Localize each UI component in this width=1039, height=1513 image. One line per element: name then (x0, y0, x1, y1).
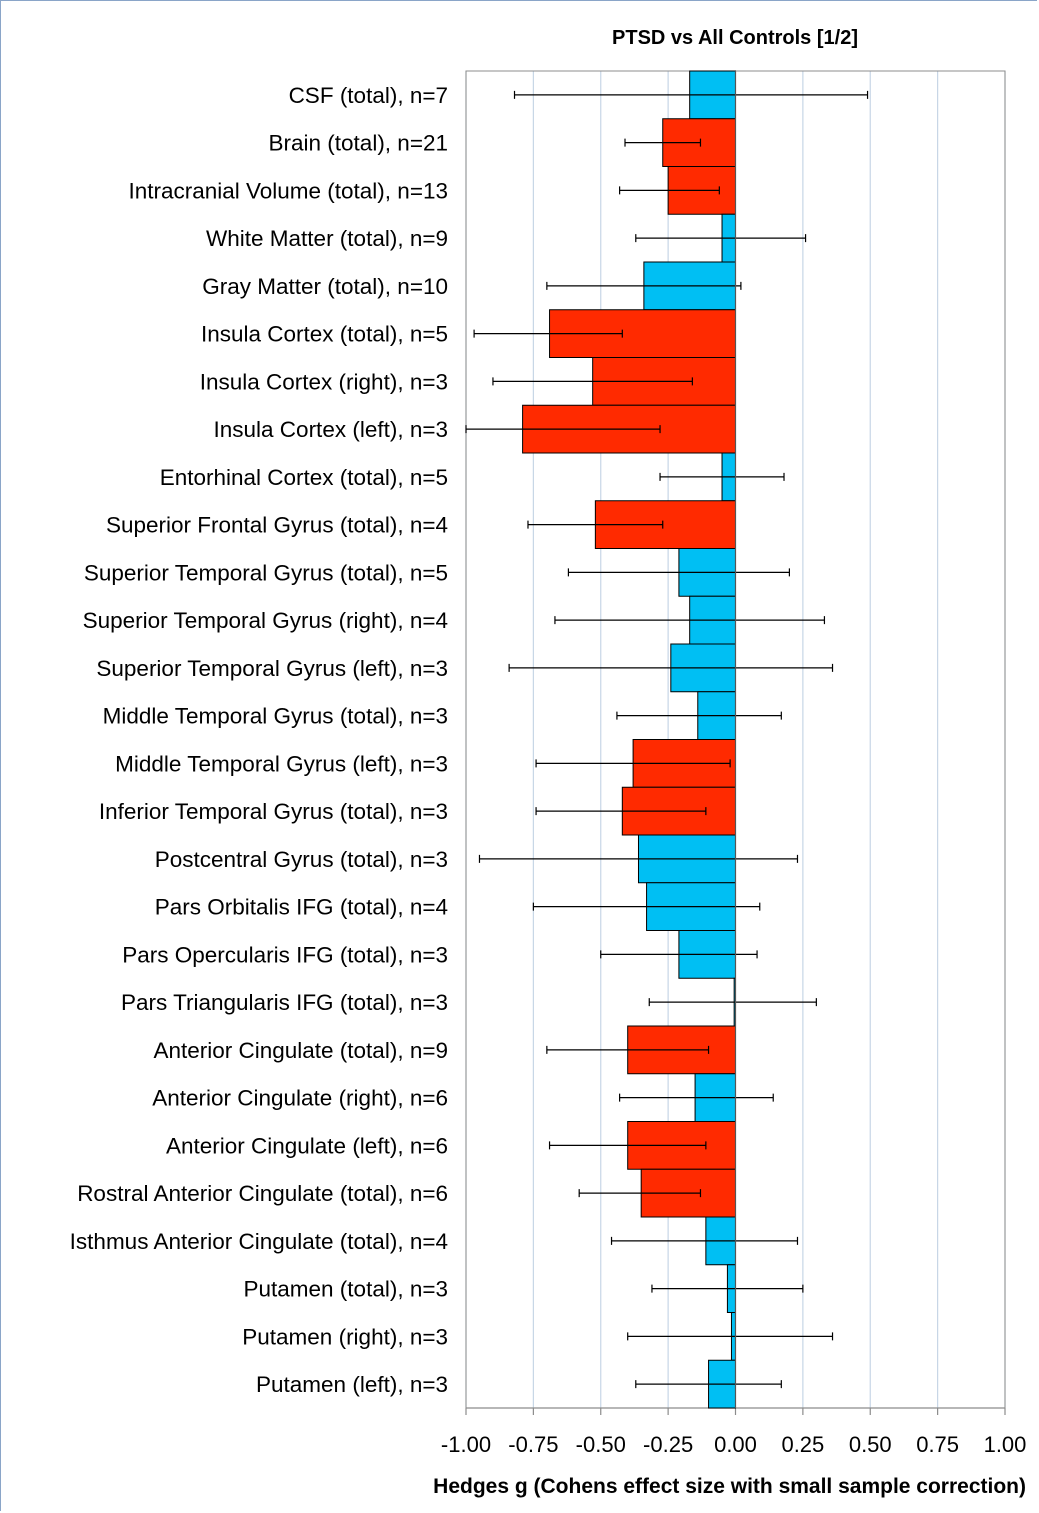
category-label-12: Superior Temporal Gyrus (left), n=3 (96, 656, 448, 681)
category-label-20: Anterior Cingulate (total), n=9 (153, 1038, 448, 1063)
category-label-5: Insula Cortex (total), n=5 (201, 322, 448, 347)
category-label-7: Insula Cortex (left), n=3 (214, 417, 448, 442)
category-label-6: Insula Cortex (right), n=3 (200, 369, 448, 394)
category-label-22: Anterior Cingulate (left), n=6 (166, 1133, 448, 1158)
category-label-21: Anterior Cingulate (right), n=6 (152, 1086, 448, 1111)
category-label-25: Putamen (total), n=3 (244, 1277, 449, 1302)
category-label-13: Middle Temporal Gyrus (total), n=3 (103, 704, 448, 729)
category-label-10: Superior Temporal Gyrus (total), n=5 (84, 560, 448, 585)
x-tick-label-0: -1.00 (441, 1432, 491, 1457)
category-label-1: Brain (total), n=21 (269, 131, 448, 156)
category-label-15: Inferior Temporal Gyrus (total), n=3 (99, 799, 448, 824)
x-tick-label-8: 1.00 (984, 1432, 1027, 1457)
category-label-26: Putamen (right), n=3 (242, 1324, 448, 1349)
category-label-2: Intracranial Volume (total), n=13 (128, 178, 448, 203)
error-bars (465, 71, 869, 1408)
x-axis-label: Hedges g (Cohens effect size with small … (433, 1475, 1026, 1498)
x-tick-label-7: 0.75 (916, 1432, 959, 1457)
category-label-3: White Matter (total), n=9 (206, 226, 448, 251)
x-tick-labels: -1.00 -0.75 -0.50 -0.25 0.00 0.25 0.50 0.75 1.00 (441, 1432, 1026, 1457)
x-tick-label-4: 0.00 (714, 1432, 757, 1457)
x-tick-label-6: 0.50 (849, 1432, 892, 1457)
chart-title: PTSD vs All Controls [1/2] (612, 27, 858, 49)
bars (522, 70, 737, 1409)
category-label-18: Pars Opercularis IFG (total), n=3 (122, 942, 448, 967)
category-label-11: Superior Temporal Gyrus (right), n=4 (83, 608, 448, 633)
category-label-0: CSF (total), n=7 (289, 83, 448, 108)
category-label-19: Pars Triangularis IFG (total), n=3 (121, 990, 448, 1015)
category-label-4: Gray Matter (total), n=10 (202, 274, 448, 299)
category-label-17: Pars Orbitalis IFG (total), n=4 (155, 895, 448, 920)
x-tick-label-3: -0.25 (643, 1432, 693, 1457)
category-label-27: Putamen (left), n=3 (256, 1372, 448, 1397)
category-labels: CSF (total), n=7 Brain (total), n=21 Intra… (70, 83, 448, 1397)
x-tick-label-1: -0.75 (508, 1432, 558, 1457)
category-label-8: Entorhinal Cortex (total), n=5 (160, 465, 448, 490)
category-label-23: Rostral Anterior Cingulate (total), n=6 (77, 1181, 448, 1206)
x-tick-label-5: 0.25 (781, 1432, 824, 1457)
category-label-9: Superior Frontal Gyrus (total), n=4 (106, 513, 448, 538)
category-label-14: Middle Temporal Gyrus (left), n=3 (115, 751, 448, 776)
category-label-16: Postcentral Gyrus (total), n=3 (155, 847, 448, 872)
x-tick-label-2: -0.50 (576, 1432, 626, 1457)
category-label-24: Isthmus Anterior Cingulate (total), n=4 (70, 1229, 448, 1254)
